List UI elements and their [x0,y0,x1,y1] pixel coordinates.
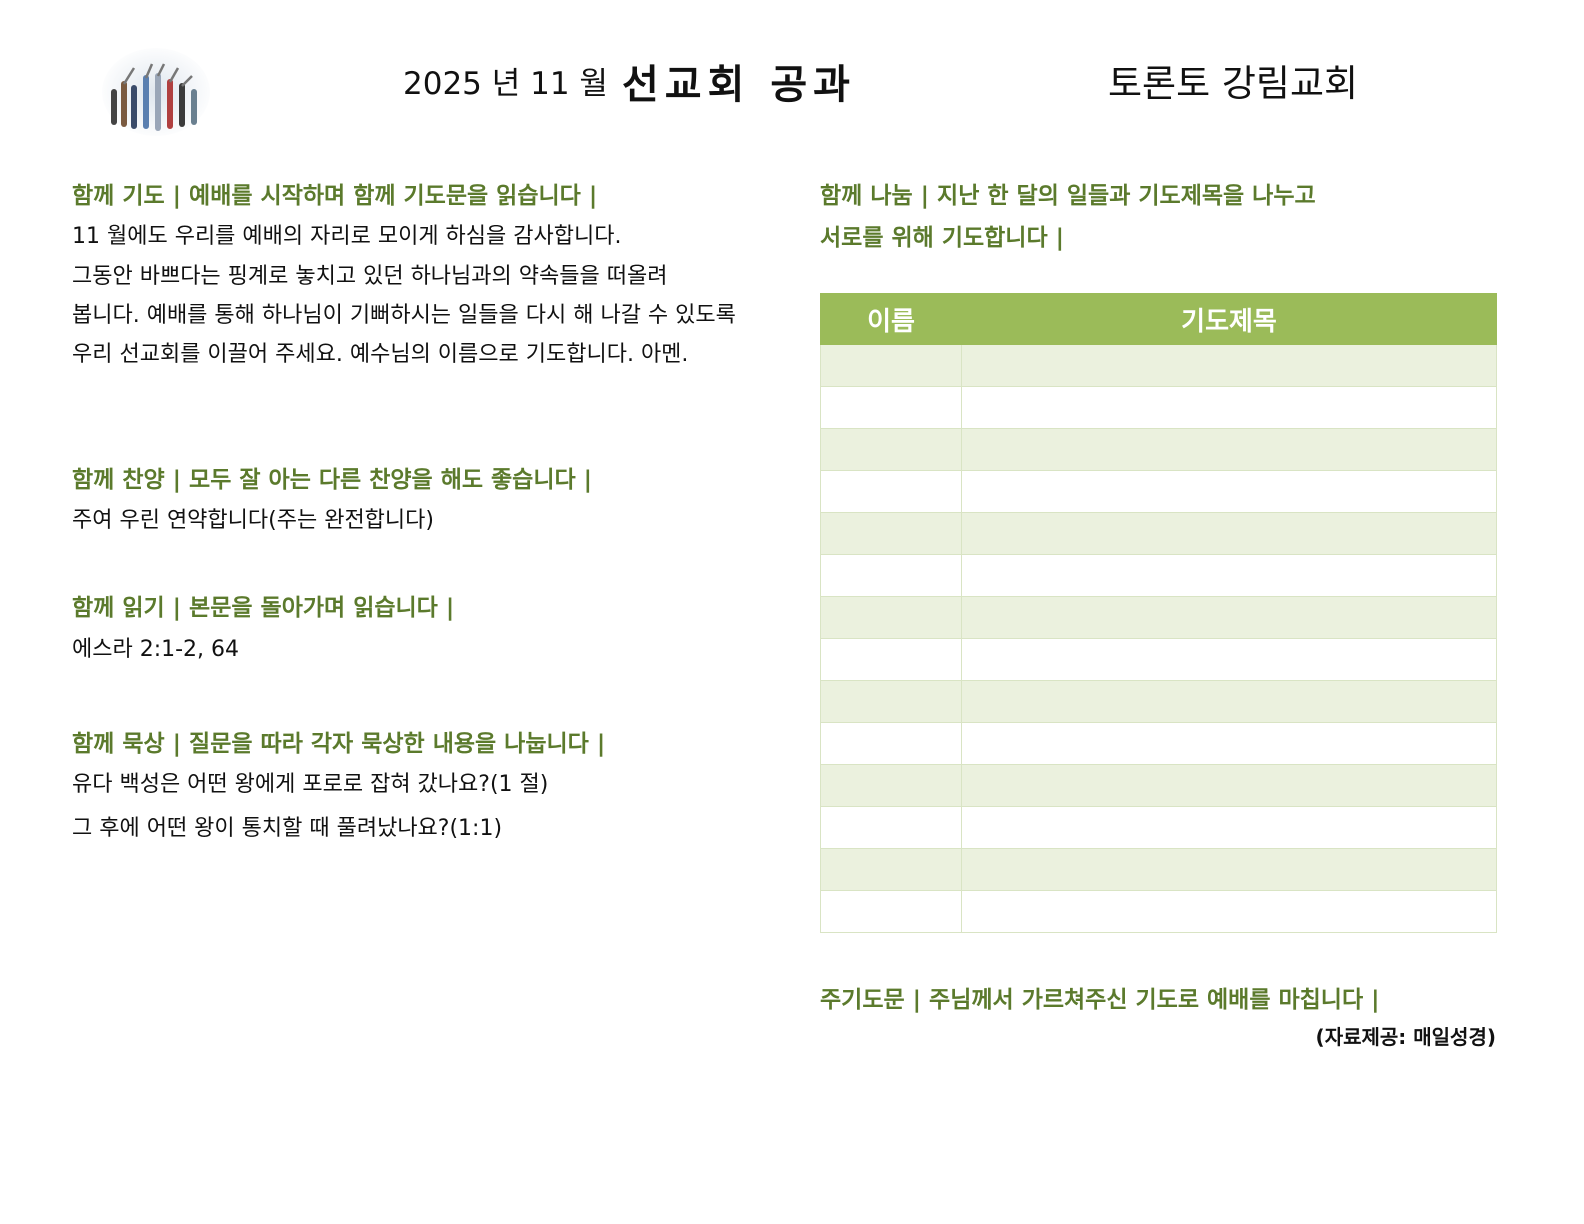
prayer-cell [961,386,1497,429]
name-cell [820,638,962,681]
name-cell [820,512,962,555]
table-row [820,470,1497,513]
section-text: 그 후에 어떤 왕이 통치할 때 풀려났나요?(1:1) [72,816,503,841]
header-title: 선교회 공과 [622,62,856,108]
section-text: 그동안 바쁘다는 핑계로 놓치고 있던 하나님과의 약속들을 떠올려 [72,264,668,289]
prayer-cell [961,638,1497,681]
table-row [820,638,1497,681]
name-cell [820,470,962,513]
prayer-cell [961,596,1497,639]
table-row [820,554,1497,597]
prayer-cell [961,848,1497,891]
table-row [820,890,1497,933]
section-text: 유다 백성은 어떤 왕에게 포로로 잡혀 갔나요?(1 절) [72,772,549,797]
prayer-cell [961,512,1497,555]
name-cell [820,428,962,471]
table-row [820,806,1497,849]
prayer-cell [961,764,1497,807]
prayer-cell [961,428,1497,471]
section-text: 주여 우린 연약합니다(주는 완전합니다) [72,508,434,533]
name-cell [820,344,962,387]
prayer-cell [961,890,1497,933]
name-cell [820,890,962,933]
prayer-cell [961,344,1497,387]
table-row [820,764,1497,807]
table-row [820,680,1497,723]
credit: (자료제공: 매일성경) [1315,1025,1496,1049]
table-row [820,512,1497,555]
name-cell [820,596,962,639]
prayer-cell [961,470,1497,513]
table-row [820,386,1497,429]
name-cell [820,764,962,807]
name-cell [820,680,962,723]
share-heading: 서로를 위해 기도합니다 | [820,225,1065,251]
table-row [820,344,1497,387]
column-header: 기도제목 [961,293,1497,345]
table-row [820,428,1497,471]
section-text: 우리 선교회를 이끌어 주세요. 예수님의 이름으로 기도합니다. 아멘. [72,342,689,367]
section-text: 11 월에도 우리를 예배의 자리로 모이게 하심을 감사합니다. [72,224,622,249]
name-cell [820,386,962,429]
section-text: 에스라 2:1-2, 64 [72,637,240,662]
prayer-table: 이름 기도제목 [820,293,1497,933]
prayer-cell [961,722,1497,765]
table-row [820,722,1497,765]
section-heading: 함께 읽기 | 본문을 돌아가며 읽습니다 | [72,595,455,621]
header-church: 토론토 강림교회 [1108,62,1359,105]
section-heading: 함께 기도 | 예배를 시작하며 함께 기도문을 읽습니다 | [72,183,598,209]
share-heading: 함께 나눔 | 지난 한 달의 일들과 기도제목을 나누고 [820,183,1316,209]
name-cell [820,722,962,765]
section-heading: 함께 찬양 | 모두 잘 아는 다른 찬양을 해도 좋습니다 | [72,467,593,493]
name-cell [820,806,962,849]
logo-image [102,48,210,136]
table-row [820,848,1497,891]
name-cell [820,848,962,891]
header-date: 2025 년 11 월 [403,66,608,102]
column-header: 이름 [820,293,962,345]
prayer-cell [961,806,1497,849]
section-heading: 함께 묵상 | 질문을 따라 각자 묵상한 내용을 나눕니다 | [72,731,606,757]
prayer-cell [961,554,1497,597]
section-text: 봅니다. 예배를 통해 하나님이 기뻐하시는 일들을 다시 해 나갈 수 있도록 [72,303,736,328]
table-row [820,596,1497,639]
name-cell [820,554,962,597]
closing-heading: 주기도문 | 주님께서 가르쳐주신 기도로 예배를 마칩니다 | [820,987,1380,1013]
prayer-cell [961,680,1497,723]
